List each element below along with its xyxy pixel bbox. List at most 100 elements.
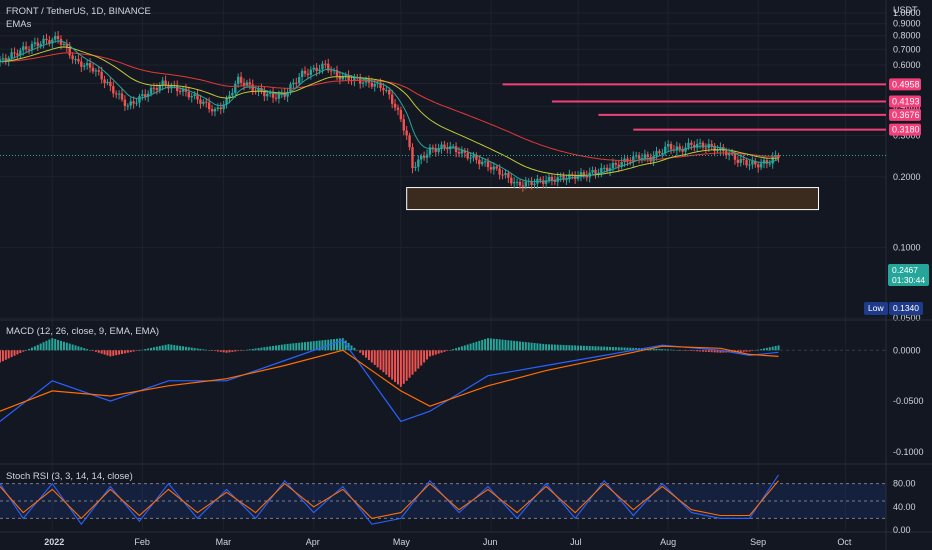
macd-histogram-bar <box>443 350 446 352</box>
macd-histogram-bar <box>533 342 536 351</box>
macd-histogram-bar <box>487 338 490 351</box>
macd-histogram-bar <box>33 346 36 351</box>
ema-slow-line <box>0 52 779 161</box>
macd-histogram-bar <box>411 350 414 375</box>
macd-histogram-bar <box>548 344 551 351</box>
candle-body <box>733 153 737 160</box>
candle-body <box>611 163 615 169</box>
macd-histogram-bar <box>611 347 614 351</box>
candle-body <box>376 82 379 84</box>
macd-histogram-bar <box>289 343 292 351</box>
macd-histogram-bar <box>208 350 211 351</box>
macd-title[interactable]: MACD (12, 26, close, 9, EMA, EMA) <box>6 326 160 337</box>
candle-body <box>132 101 135 104</box>
candle-body <box>748 164 751 166</box>
candle-body <box>754 161 757 165</box>
candle-body <box>486 161 490 168</box>
macd-histogram-bar <box>760 349 763 351</box>
macd-histogram-bar <box>594 346 597 351</box>
candle-body <box>460 150 464 154</box>
macd-histogram-bar <box>22 350 25 352</box>
macd-histogram-bar <box>57 339 60 351</box>
macd-histogram-bar <box>94 350 97 352</box>
candle-body <box>454 146 458 153</box>
macd-histogram-bar <box>501 339 504 351</box>
macd-histogram-bar <box>699 350 702 352</box>
candle-body <box>91 67 95 72</box>
candle-body <box>713 145 716 152</box>
candle-body <box>501 174 504 176</box>
time-tick-label: May <box>393 537 411 547</box>
candle-body <box>283 92 286 97</box>
macd-histogram-bar <box>678 350 681 351</box>
macd-histogram-bar <box>559 344 562 351</box>
macd-histogram-bar <box>370 350 373 363</box>
macd-histogram-bar <box>556 344 559 351</box>
macd-histogram-bar <box>684 350 687 351</box>
candle-body <box>466 152 469 159</box>
macd-histogram-bar <box>751 350 754 351</box>
candle-body <box>576 176 580 179</box>
price-tick-label: 0.1000 <box>893 242 921 252</box>
candle-body <box>158 85 161 91</box>
time-tick-label: Oct <box>837 537 852 547</box>
candle-body <box>295 82 298 84</box>
candle-body <box>751 161 754 165</box>
macd-histogram-bar <box>254 348 257 351</box>
candle-body <box>19 50 22 56</box>
candle-body <box>722 147 725 152</box>
macd-histogram-bar <box>347 342 350 351</box>
time-tick-label: Apr <box>306 537 320 547</box>
candle-body <box>312 67 315 70</box>
candle-body <box>385 90 388 92</box>
macd-histogram-bar <box>664 349 667 351</box>
macd-histogram-bar <box>452 349 455 351</box>
candle-body <box>550 176 554 181</box>
macd-histogram-bar <box>54 339 57 351</box>
macd-histogram-bar <box>762 348 765 351</box>
candle-body <box>117 93 121 95</box>
macd-histogram-bar <box>623 347 626 351</box>
level-label: 0.4193 <box>892 96 920 106</box>
macd-histogram-bar <box>693 350 696 352</box>
candle-body <box>620 162 623 167</box>
candle-body <box>756 164 760 168</box>
candle-body <box>443 144 446 148</box>
macd-histogram-bar <box>707 350 710 353</box>
macd-histogram-bar <box>126 350 129 353</box>
macd-histogram-bar <box>550 344 553 351</box>
macd-histogram-bar <box>4 350 7 360</box>
candle-body <box>669 143 673 150</box>
macd-histogram-bar <box>1 350 4 362</box>
candle-body <box>213 109 217 112</box>
candle-body <box>765 160 769 164</box>
candle-body <box>51 39 54 44</box>
macd-histogram-bar <box>260 347 263 351</box>
macd-histogram-bar <box>205 349 208 351</box>
macd-histogram-bar <box>315 340 318 351</box>
indicator-label[interactable]: EMAs <box>6 19 32 30</box>
macd-histogram-bar <box>754 350 757 351</box>
candle-body <box>176 85 179 92</box>
macd-histogram-bar <box>167 344 170 351</box>
macd-histogram-bar <box>582 345 585 351</box>
macd-histogram-bar <box>388 350 391 378</box>
stoch-title[interactable]: Stoch RSI (3, 3, 14, 14, close) <box>6 471 133 482</box>
candle-body <box>608 168 612 172</box>
candle-body <box>13 52 16 54</box>
candle-body <box>388 90 391 95</box>
price-tick-label: 0.0500 <box>893 313 921 323</box>
macd-histogram-bar <box>129 350 132 353</box>
macd-histogram-bar <box>121 350 124 354</box>
price-tick-label: 1.0000 <box>893 8 921 18</box>
support-zone <box>406 187 820 211</box>
candle-body <box>155 88 159 91</box>
macd-histogram-bar <box>318 340 321 351</box>
candle-body <box>33 42 37 44</box>
candle-body <box>193 94 196 97</box>
macd-histogram-bar <box>301 342 304 351</box>
candle-body <box>402 119 405 131</box>
macd-histogram-bar <box>652 348 655 351</box>
macd-histogram-bar <box>100 350 103 354</box>
